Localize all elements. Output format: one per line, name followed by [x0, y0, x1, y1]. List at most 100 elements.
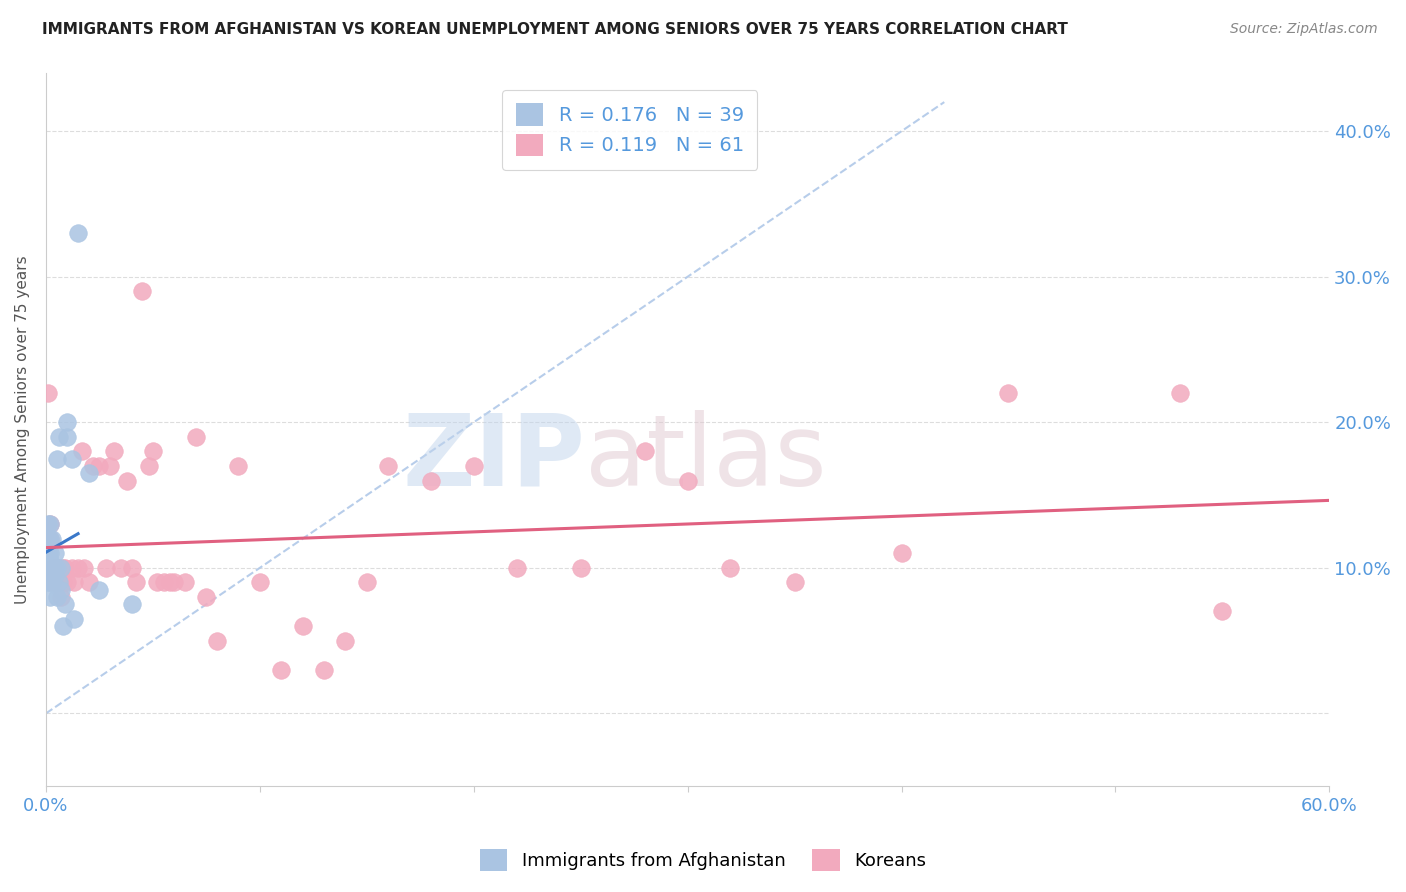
- Point: [49, 582, 72, 597]
- Point: [121, 561, 143, 575]
- Point: [138, 458, 160, 473]
- Point: [195, 590, 218, 604]
- Point: [41, 568, 63, 582]
- Point: [1211, 605, 1233, 619]
- Point: [48, 430, 70, 444]
- Point: [56, 575, 79, 590]
- Point: [60, 561, 83, 575]
- Point: [890, 546, 912, 560]
- Point: [125, 575, 148, 590]
- Point: [53, 597, 76, 611]
- Point: [1168, 386, 1191, 401]
- Point: [505, 561, 527, 575]
- Point: [48, 575, 70, 590]
- Point: [41, 575, 63, 590]
- Point: [205, 633, 228, 648]
- Point: [270, 663, 292, 677]
- Point: [89, 458, 111, 473]
- Point: [49, 590, 72, 604]
- Point: [676, 474, 699, 488]
- Point: [52, 619, 75, 633]
- Point: [39, 568, 62, 582]
- Point: [184, 430, 207, 444]
- Point: [117, 474, 139, 488]
- Point: [420, 474, 443, 488]
- Text: IMMIGRANTS FROM AFGHANISTAN VS KOREAN UNEMPLOYMENT AMONG SENIORS OVER 75 YEARS C: IMMIGRANTS FROM AFGHANISTAN VS KOREAN UN…: [42, 22, 1069, 37]
- Point: [146, 575, 169, 590]
- Point: [37, 561, 59, 575]
- Point: [634, 444, 657, 458]
- Point: [45, 451, 67, 466]
- Text: atlas: atlas: [585, 409, 827, 507]
- Point: [72, 444, 94, 458]
- Point: [37, 386, 59, 401]
- Text: Source: ZipAtlas.com: Source: ZipAtlas.com: [1230, 22, 1378, 37]
- Point: [44, 561, 66, 575]
- Point: [45, 590, 67, 604]
- Point: [39, 553, 62, 567]
- Point: [41, 561, 63, 575]
- Point: [77, 575, 100, 590]
- Point: [45, 561, 67, 575]
- Point: [718, 561, 741, 575]
- Point: [39, 561, 62, 575]
- Point: [45, 575, 67, 590]
- Point: [82, 458, 104, 473]
- Point: [48, 561, 70, 575]
- Point: [997, 386, 1019, 401]
- Legend: Immigrants from Afghanistan, Koreans: Immigrants from Afghanistan, Koreans: [472, 842, 934, 879]
- Point: [37, 517, 59, 532]
- Point: [41, 575, 63, 590]
- Text: ZIP: ZIP: [402, 409, 585, 507]
- Point: [783, 575, 806, 590]
- Point: [45, 561, 67, 575]
- Point: [152, 575, 174, 590]
- Point: [335, 633, 357, 648]
- Point: [67, 561, 90, 575]
- Point: [56, 430, 79, 444]
- Point: [44, 575, 66, 590]
- Point: [163, 575, 186, 590]
- Point: [291, 619, 314, 633]
- Point: [49, 561, 72, 575]
- Point: [110, 561, 132, 575]
- Point: [98, 458, 121, 473]
- Point: [39, 590, 62, 604]
- Point: [37, 575, 59, 590]
- Point: [159, 575, 181, 590]
- Point: [312, 663, 335, 677]
- Point: [121, 597, 143, 611]
- Point: [39, 575, 62, 590]
- Point: [37, 568, 59, 582]
- Point: [89, 582, 111, 597]
- Point: [62, 575, 84, 590]
- Point: [103, 444, 125, 458]
- Point: [62, 612, 84, 626]
- Point: [41, 532, 63, 546]
- Point: [37, 553, 59, 567]
- Point: [77, 467, 100, 481]
- Point: [228, 458, 250, 473]
- Point: [174, 575, 197, 590]
- Point: [39, 517, 62, 532]
- Point: [56, 415, 79, 429]
- Point: [39, 546, 62, 560]
- Point: [131, 285, 153, 299]
- Point: [67, 226, 90, 240]
- Point: [37, 532, 59, 546]
- Point: [52, 575, 75, 590]
- Point: [39, 532, 62, 546]
- Point: [142, 444, 165, 458]
- Point: [53, 561, 76, 575]
- Point: [60, 451, 83, 466]
- Point: [249, 575, 271, 590]
- Point: [463, 458, 485, 473]
- Legend: R = 0.176   N = 39, R = 0.119   N = 61: R = 0.176 N = 39, R = 0.119 N = 61: [502, 90, 758, 169]
- Point: [356, 575, 378, 590]
- Point: [44, 568, 66, 582]
- Point: [377, 458, 399, 473]
- Point: [39, 532, 62, 546]
- Point: [44, 561, 66, 575]
- Point: [41, 561, 63, 575]
- Y-axis label: Unemployment Among Seniors over 75 years: Unemployment Among Seniors over 75 years: [15, 255, 30, 604]
